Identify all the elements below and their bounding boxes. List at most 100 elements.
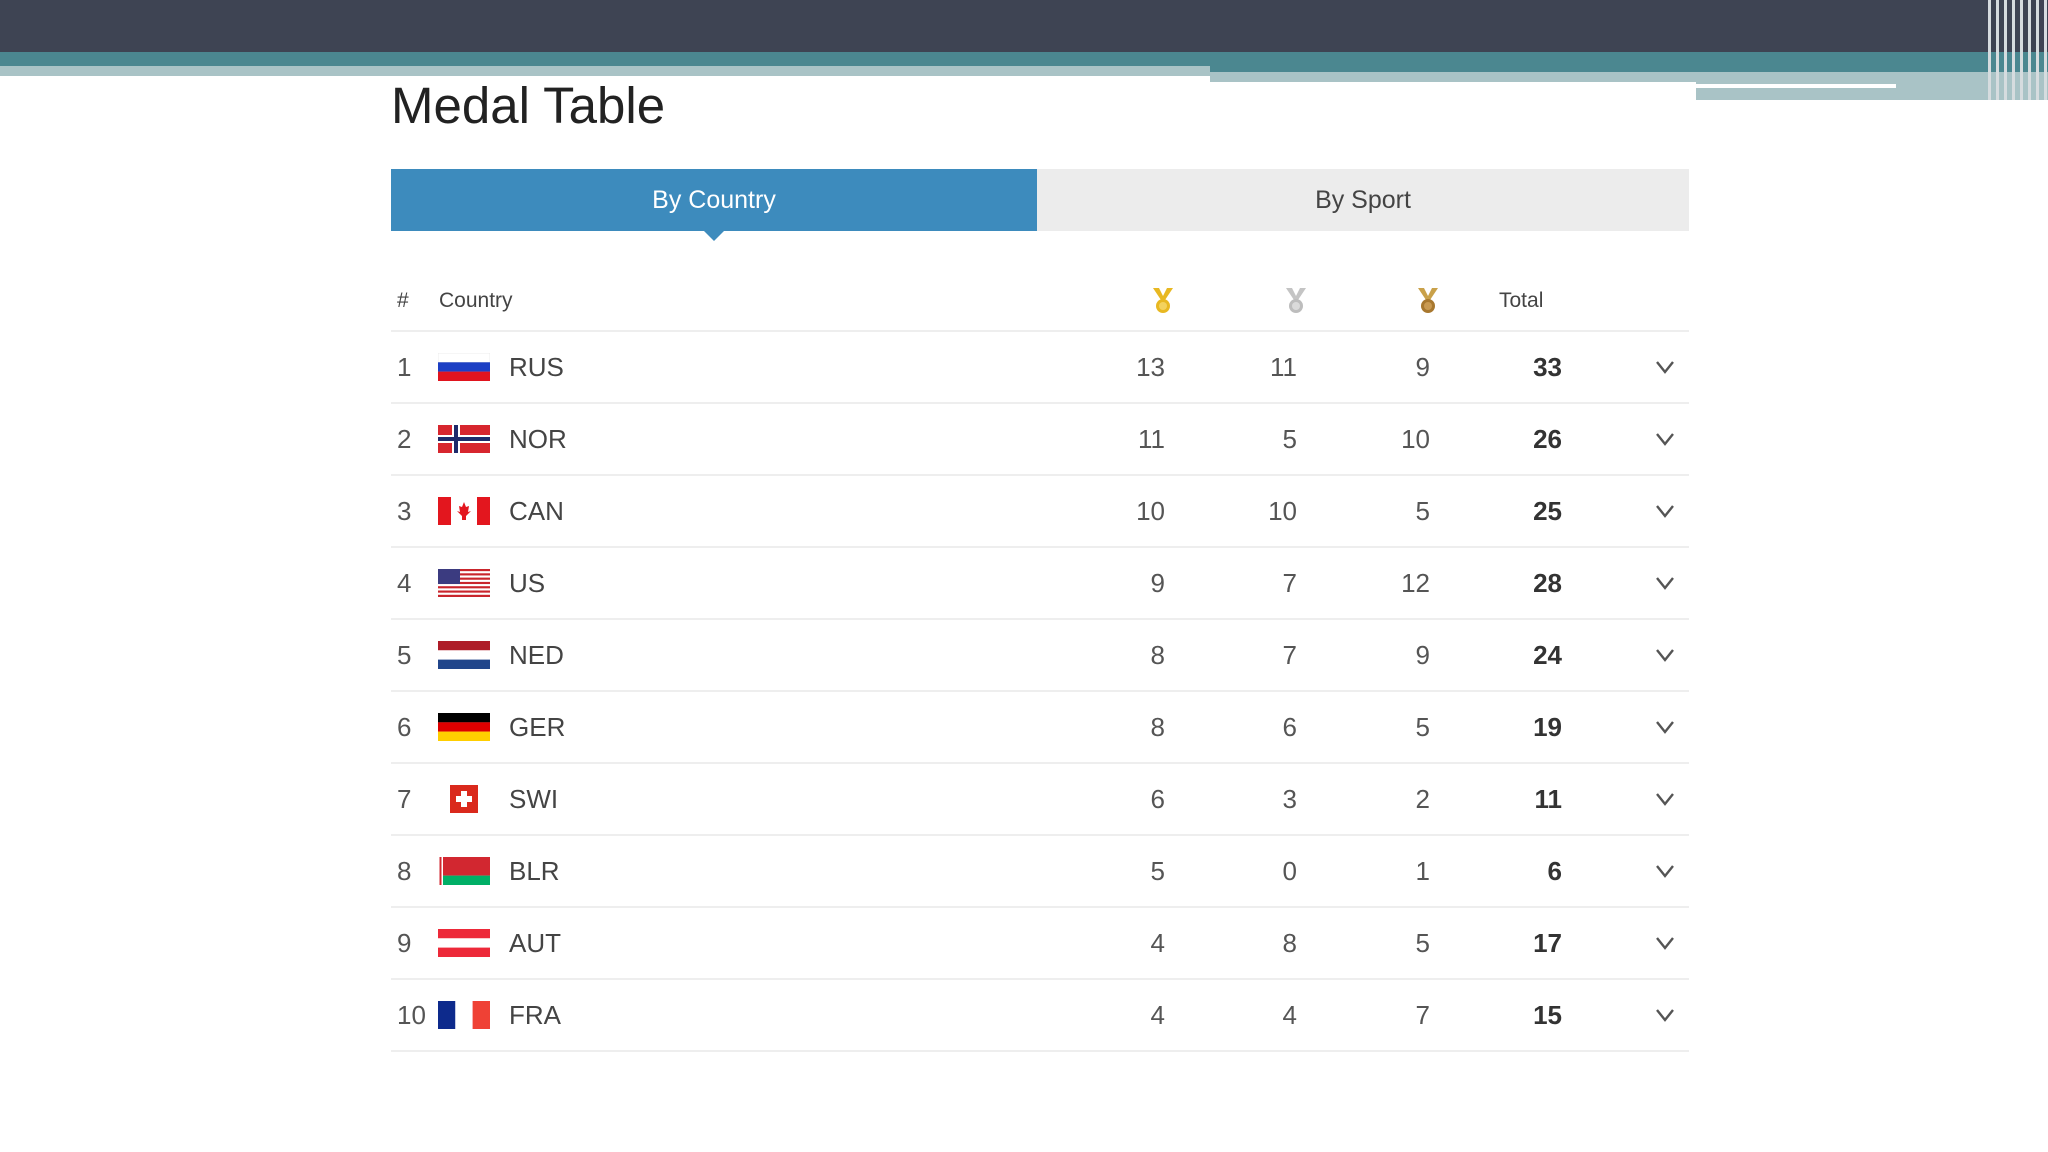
gold-count: 10	[1136, 495, 1165, 526]
tab-by-country-label: By Country	[652, 185, 776, 214]
table-row: 8 BLR 5 0 1 6	[391, 836, 1689, 908]
silver-medal-icon	[1281, 272, 1311, 330]
belarus-flag-icon	[438, 836, 490, 906]
usa-flag-icon	[438, 548, 490, 618]
bronze-count: 5	[1415, 495, 1430, 526]
total-count: 19	[1533, 711, 1562, 742]
country-code: RUS	[509, 351, 564, 382]
tab-by-country[interactable]: By Country	[391, 169, 1037, 241]
silver-count: 6	[1282, 711, 1297, 742]
table-row: 1 RUS 13 11 9 33	[391, 332, 1689, 404]
bronze-count: 10	[1401, 423, 1430, 454]
table-row: 3 CAN 10 10 5 25	[391, 476, 1689, 548]
bronze-count: 7	[1415, 999, 1430, 1030]
country-code: BLR	[509, 855, 560, 886]
rank: 3	[397, 495, 412, 526]
slide-banner	[0, 0, 2048, 100]
country-code: NOR	[509, 423, 567, 454]
medal-table: # Country	[391, 272, 1689, 1052]
rank: 8	[397, 855, 412, 886]
rank: 6	[397, 711, 412, 742]
page-title: Medal Table	[391, 77, 666, 134]
expand-chevron-icon[interactable]	[1650, 548, 1680, 618]
total-count: 24	[1533, 639, 1562, 670]
gold-count: 9	[1150, 567, 1165, 598]
gold-count: 5	[1150, 855, 1165, 886]
silver-count: 8	[1282, 927, 1297, 958]
table-row: 4 US	[391, 548, 1689, 620]
silver-count: 4	[1282, 999, 1297, 1030]
country-code: CAN	[509, 495, 564, 526]
gold-count: 11	[1138, 423, 1165, 454]
bronze-count: 5	[1415, 927, 1430, 958]
rank: 10	[397, 999, 426, 1030]
austria-flag-icon	[438, 908, 490, 978]
bronze-count: 2	[1415, 783, 1430, 814]
bronze-count: 9	[1415, 639, 1430, 670]
total-count: 33	[1533, 351, 1562, 382]
header-rank: #	[397, 289, 409, 312]
expand-chevron-icon[interactable]	[1650, 476, 1680, 546]
rank: 4	[397, 567, 412, 598]
bronze-count: 12	[1401, 567, 1430, 598]
tab-by-sport[interactable]: By Sport	[1037, 169, 1689, 231]
silver-count: 0	[1282, 855, 1297, 886]
expand-chevron-icon[interactable]	[1650, 332, 1680, 402]
total-count: 11	[1534, 783, 1563, 814]
russia-flag-icon	[438, 332, 490, 402]
country-code: GER	[509, 711, 566, 742]
gold-count: 6	[1150, 783, 1165, 814]
country-code: US	[509, 567, 546, 598]
expand-chevron-icon[interactable]	[1650, 620, 1680, 690]
canada-flag-icon	[438, 476, 490, 546]
bronze-count: 9	[1415, 351, 1430, 382]
bronze-medal-icon	[1413, 272, 1443, 330]
country-code: NED	[509, 639, 564, 670]
silver-count: 3	[1282, 783, 1297, 814]
active-tab-pointer	[704, 231, 724, 241]
table-row: 6 GER 8 6 5 19	[391, 692, 1689, 764]
expand-chevron-icon[interactable]	[1650, 764, 1680, 834]
rank: 1	[397, 351, 412, 382]
rank: 2	[397, 423, 412, 454]
france-flag-icon	[438, 980, 490, 1050]
silver-count: 10	[1268, 495, 1297, 526]
gold-count: 13	[1136, 351, 1165, 382]
country-code: FRA	[509, 999, 561, 1030]
total-count: 28	[1533, 567, 1562, 598]
gold-count: 8	[1150, 711, 1165, 742]
table-header: # Country	[391, 272, 1689, 332]
expand-chevron-icon[interactable]	[1650, 908, 1680, 978]
expand-chevron-icon[interactable]	[1650, 836, 1680, 906]
norway-flag-icon	[438, 404, 490, 474]
header-country: Country	[439, 289, 513, 312]
expand-chevron-icon[interactable]	[1650, 404, 1680, 474]
table-row: 10 FRA 4 4 7 15	[391, 980, 1689, 1052]
tab-bar: By Country By Sport	[391, 169, 1689, 241]
tab-by-sport-label: By Sport	[1315, 185, 1411, 214]
table-row: 7 SWI 6 3 2 11	[391, 764, 1689, 836]
expand-chevron-icon[interactable]	[1650, 980, 1680, 1050]
bronze-count: 5	[1415, 711, 1430, 742]
header-total: Total	[1499, 289, 1544, 312]
gold-count: 4	[1150, 927, 1165, 958]
bronze-count: 1	[1415, 855, 1430, 886]
total-count: 6	[1547, 855, 1562, 886]
total-count: 25	[1533, 495, 1562, 526]
rank: 7	[397, 783, 412, 814]
country-code: SWI	[509, 783, 559, 814]
silver-count: 11	[1270, 351, 1297, 382]
rank: 9	[397, 927, 412, 958]
table-row: 9 AUT 4 8 5 17	[391, 908, 1689, 980]
gold-medal-icon	[1148, 272, 1178, 330]
silver-count: 7	[1282, 639, 1297, 670]
total-count: 26	[1533, 423, 1562, 454]
netherlands-flag-icon	[438, 620, 490, 690]
rank: 5	[397, 639, 412, 670]
total-count: 15	[1533, 999, 1562, 1030]
table-body: 1 RUS 13 11 9 33 2	[391, 332, 1689, 1052]
expand-chevron-icon[interactable]	[1650, 692, 1680, 762]
total-count: 17	[1533, 927, 1562, 958]
silver-count: 7	[1282, 567, 1297, 598]
